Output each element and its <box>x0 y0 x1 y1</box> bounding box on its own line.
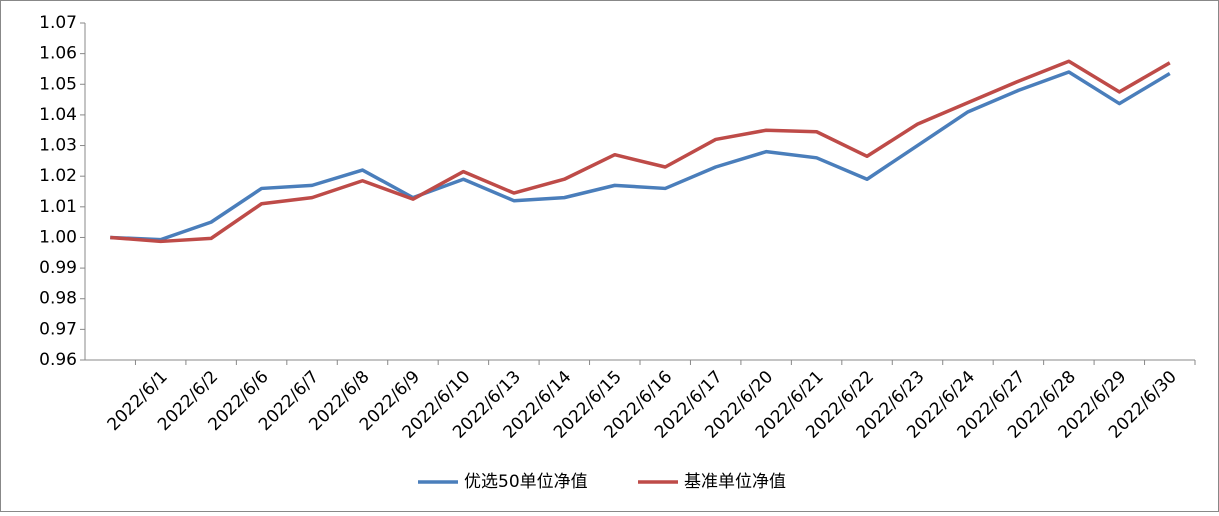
y-tick-label: 0.98 <box>39 289 77 309</box>
y-tick-label: 1.00 <box>39 227 77 247</box>
y-tick-label: 1.06 <box>39 44 77 64</box>
y-tick-label: 1.02 <box>39 166 77 186</box>
y-tick-label: 1.01 <box>39 197 77 217</box>
series-line <box>110 70 1171 242</box>
y-tick-label: 1.04 <box>39 105 77 125</box>
legend-label: 基准单位净值 <box>684 472 786 492</box>
series-line <box>110 59 1171 244</box>
y-tick-label: 0.96 <box>39 350 77 370</box>
legend-label: 优选50单位净值 <box>464 472 588 492</box>
y-tick-label: 1.03 <box>39 136 77 156</box>
y-tick-label: 0.99 <box>39 258 77 278</box>
y-tick-label: 0.97 <box>39 319 77 339</box>
y-tick-label: 1.05 <box>39 74 77 94</box>
y-tick-label: 1.07 <box>39 13 77 33</box>
